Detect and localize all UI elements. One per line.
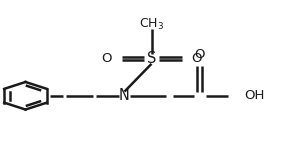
Text: CH$_3$: CH$_3$ [139, 17, 164, 32]
Text: O: O [101, 52, 112, 65]
Text: S: S [147, 51, 156, 66]
Text: O: O [191, 52, 202, 65]
Text: N: N [119, 88, 130, 103]
Text: OH: OH [244, 89, 265, 102]
Text: O: O [194, 48, 205, 61]
